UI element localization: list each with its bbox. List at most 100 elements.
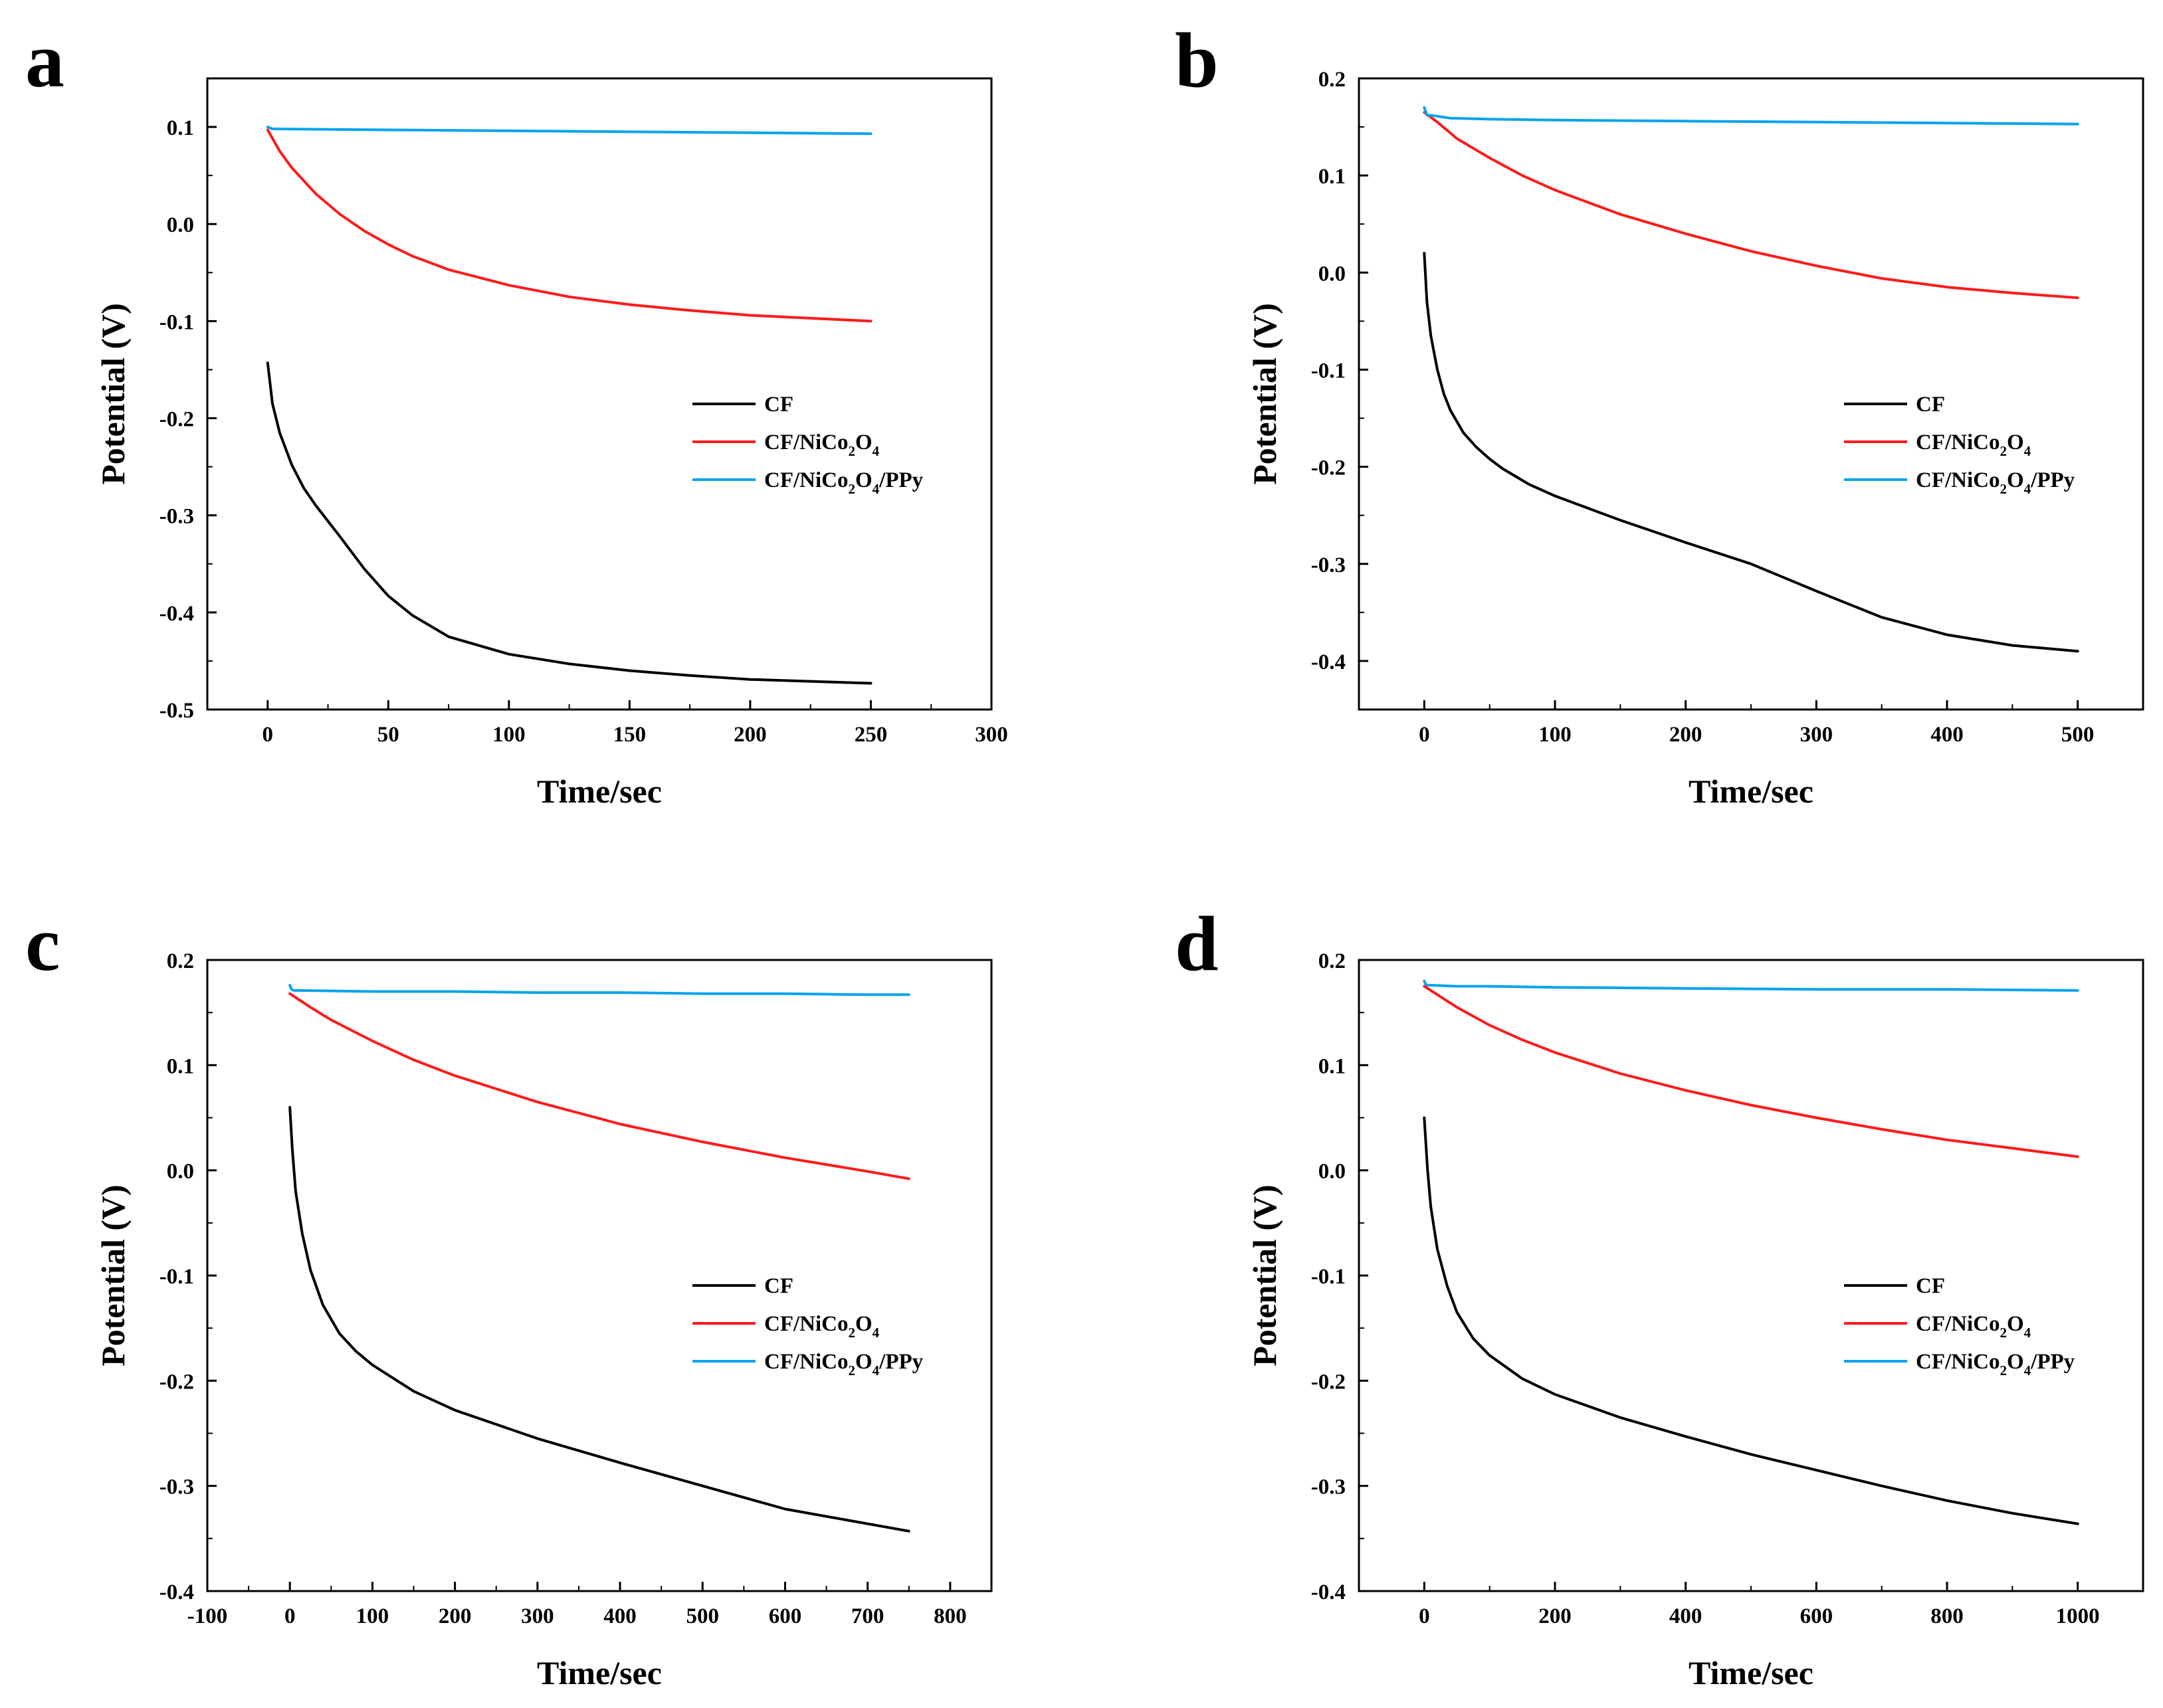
legend-tail: O [2007,430,2024,454]
y-tick-label: -0.1 [1311,359,1346,383]
plot-frame [1358,77,2144,711]
legend-subscript: 4 [873,443,880,459]
x-tick-label: 200 [439,1604,472,1628]
panel-c: c -100 0 100 200 300 400 500 600 700 800 -0.4 -0.3 -0… [25,900,993,1691]
legend-tail: O [2007,1312,2024,1336]
legend-subscript: 2 [849,1363,856,1378]
plot-frame [206,77,993,711]
y-tick-label: 0.1 [1318,1054,1346,1078]
x-tick-label: 300 [1800,723,1833,747]
y-tick-label: -0.3 [1311,1475,1346,1499]
x-tick-label: 400 [603,1604,637,1628]
panel-letter: b [1175,17,1219,104]
y-tick-label: -0.2 [159,1370,194,1394]
series-line-1 [1423,985,2079,1159]
x-tick-label: 800 [934,1604,967,1628]
y-tick-label: -0.1 [159,310,194,334]
panel-a: a 0 50 100 150 200 250 300 -0.5 -0.4 -0.3 -0.2 -0.1 0… [25,17,1008,810]
y-tick-label: 0.2 [167,949,194,973]
legend-tail: O [2007,1350,2024,1374]
legend-label: CF [1916,393,1945,417]
x-axis-title: Time/sec [537,1654,662,1691]
x-tick-label: 400 [1669,1604,1702,1628]
legend-subscript: 4 [873,481,880,497]
x-tick-label: 700 [851,1604,884,1628]
series-line-2 [266,126,873,136]
legend-base: CF/NiCo [764,430,849,454]
y-tick-label: -0.2 [159,408,194,432]
x-tick-label: 100 [1538,723,1572,747]
plot-frame [1358,959,2144,1592]
series-line-2 [1423,106,2079,126]
legend-label: CF/NiCo2O4/PPy [1916,468,2075,497]
x-axis-title: Time/sec [537,773,662,810]
panel-letter: d [1175,900,1219,987]
legend-label: CF/NiCo2O4 [764,430,880,459]
legend-base: CF/NiCo [1916,1312,2000,1336]
legend-subscript: 2 [2000,1325,2008,1341]
x-tick-label: 100 [492,723,526,747]
y-tick-label: -0.4 [159,602,194,626]
legend-label: CF/NiCo2O4 [1916,1312,2031,1341]
y-tick-label: 0.2 [1318,68,1346,92]
legend-tail: O [855,468,873,492]
plot-frame [206,959,993,1592]
x-tick-label: 250 [855,723,888,747]
legend-subscript: 4 [2024,443,2031,459]
legend-subscript: 2 [2000,1363,2008,1378]
x-tick-label: 500 [686,1604,720,1628]
x-tick-label: 50 [377,723,399,747]
y-axis-title: Potential (V) [94,303,132,485]
legend-base: CF [764,393,793,417]
y-tick-label: -0.4 [1311,1580,1346,1604]
y-tick-label: 0.0 [167,213,194,237]
legend-base: CF [1916,1274,1945,1298]
y-tick-label: -0.3 [159,1475,194,1499]
y-tick-label: 0.0 [1318,1160,1346,1184]
x-tick-label: 200 [1538,1604,1572,1628]
series-line-0 [1423,1116,2079,1525]
legend-label: CF/NiCo2O4/PPy [764,468,924,497]
y-axis-title: Potential (V) [94,1185,132,1367]
legend-subscript: 2 [849,443,856,459]
y-tick-label: 0.1 [167,1054,194,1078]
y-tick-label: 0.1 [1318,165,1346,189]
legend-tail: /PPy [2030,468,2075,492]
x-tick-label: 0 [1419,1604,1430,1628]
legend-subscript: 4 [2024,481,2031,497]
y-tick-label: -0.2 [1311,456,1346,480]
x-axis-title: Time/sec [1689,1654,1813,1691]
legend-base: CF/NiCo [764,1312,849,1336]
legend-tail: O [855,1312,873,1336]
legend-subscript: 2 [2000,443,2008,459]
y-axis-title: Potential (V) [1246,303,1283,485]
panel-d: d 0 200 400 600 800 1000 -0.4 -0.3 -0.2 -0.1 0.0 0.1… [1175,900,2144,1691]
legend-label: CF/NiCo2O4 [764,1312,880,1341]
x-tick-label: 0 [262,723,274,747]
legend-subscript: 4 [873,1325,880,1341]
y-tick-label: 0.0 [1318,262,1346,286]
legend-label: CF [764,393,793,417]
x-tick-label: 1000 [2056,1604,2100,1628]
x-tick-label: 600 [769,1604,802,1628]
x-tick-label: 500 [2061,723,2095,747]
legend-label: CF/NiCo2O4/PPy [764,1350,924,1378]
legend-label: CF/NiCo2O4 [1916,430,2031,459]
legend-base: CF [764,1274,793,1298]
x-tick-label: 300 [521,1604,554,1628]
legend-subscript: 2 [849,481,856,497]
legend-label: CF [764,1274,793,1298]
legend-label: CF/NiCo2O4/PPy [1916,1350,2075,1378]
legend-base: CF/NiCo [1916,1350,2000,1374]
y-axis-title: Potential (V) [1246,1185,1283,1367]
y-tick-label: -0.1 [1311,1265,1346,1289]
series-line-2 [1423,979,2079,992]
legend-base: CF/NiCo [1916,430,2000,454]
x-tick-label: 150 [613,723,647,747]
y-tick-label: -0.3 [159,505,194,529]
x-tick-label: 300 [975,723,1008,747]
series-line-0 [266,361,873,685]
y-tick-label: -0.2 [1311,1370,1346,1394]
legend-base: CF/NiCo [764,1350,849,1374]
